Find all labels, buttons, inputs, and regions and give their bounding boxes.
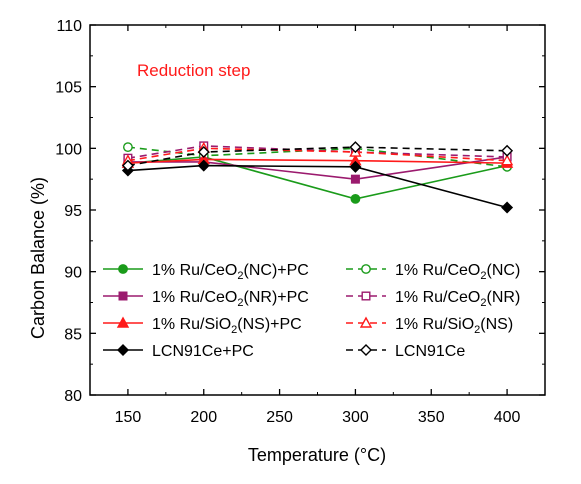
series-line [127, 147, 508, 162]
plot-frame [89, 24, 546, 396]
data-point [197, 159, 210, 172]
data-point [501, 144, 514, 157]
legend-marker [361, 291, 371, 301]
series-7 [121, 159, 514, 214]
data-point [350, 174, 360, 184]
legend-entry: 1% Ru/CeO2(NC) [346, 262, 520, 282]
legend-label: 1% Ru/SiO2(NS) [395, 316, 513, 336]
legend-entry: 1% Ru/CeO2(NR)+PC [103, 289, 309, 309]
data-point [121, 159, 134, 172]
x-tick-label: 250 [266, 409, 293, 426]
y-tick-label: 95 [64, 203, 82, 220]
legend-entry: 1% Ru/CeO2(NC)+PC [103, 262, 309, 282]
data-point [197, 146, 210, 159]
legend-entry: LCN91Ce+PC [103, 343, 254, 360]
y-axis-title: Carbon Balance (%) [28, 177, 48, 339]
legend-entry: LCN91Ce [346, 343, 465, 360]
y-tick-label: 110 [56, 18, 82, 35]
legend-label: LCN91Ce+PC [152, 343, 254, 360]
legend-label: 1% Ru/CeO2(NR)+PC [152, 289, 309, 309]
legend-entry: 1% Ru/SiO2(NS)+PC [103, 316, 302, 336]
legend-label: 1% Ru/CeO2(NC) [395, 262, 520, 282]
series-line [127, 145, 508, 159]
data-point [500, 154, 514, 166]
y-tick-label: 90 [64, 265, 82, 282]
x-tick-label: 200 [190, 409, 217, 426]
legend-label: LCN91Ce [395, 343, 465, 360]
x-axis-title: Temperature (°C) [248, 445, 386, 465]
legend-label: 1% Ru/SiO2(NS)+PC [152, 316, 302, 336]
y-tick-label: 80 [64, 388, 82, 405]
series-line [127, 146, 508, 168]
x-tick-label: 150 [115, 409, 142, 426]
data-point [123, 142, 133, 153]
y-tick-label: 100 [55, 141, 82, 158]
data-point [350, 193, 361, 204]
series-8 [121, 141, 514, 172]
legend-label: 1% Ru/CeO2(NR) [395, 289, 520, 309]
legend-marker [118, 291, 128, 301]
legend-marker [360, 344, 372, 356]
legend-marker [117, 344, 129, 356]
x-tick-label: 300 [342, 409, 369, 426]
series-line [127, 146, 508, 167]
data-point [349, 160, 362, 173]
series-line [127, 156, 508, 200]
legend-marker [118, 264, 128, 274]
y-tick-label: 105 [55, 80, 82, 97]
legend-entry: 1% Ru/SiO2(NS) [346, 316, 513, 336]
data-point [349, 141, 362, 154]
legend-marker [359, 316, 373, 328]
data-point [501, 201, 514, 214]
legend-marker [361, 264, 371, 274]
y-tick-label: 85 [64, 326, 82, 343]
x-tick-label: 400 [494, 409, 521, 426]
legend-label: 1% Ru/CeO2(NC)+PC [152, 262, 309, 282]
series-line [127, 164, 508, 209]
legend-entry: 1% Ru/CeO2(NR) [346, 289, 520, 309]
x-tick-label: 350 [418, 409, 445, 426]
annotation-label: Reduction step [137, 61, 250, 80]
series-line [127, 158, 508, 164]
legend-marker [116, 316, 130, 328]
